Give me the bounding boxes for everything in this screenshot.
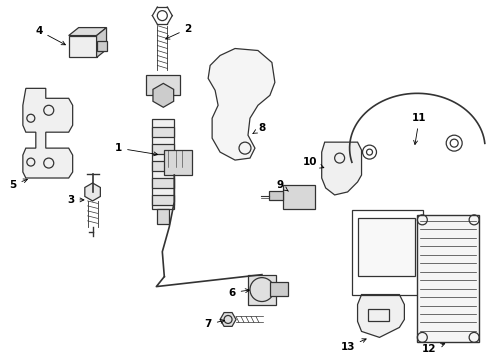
- Polygon shape: [23, 88, 73, 178]
- Text: 7: 7: [204, 319, 224, 329]
- Bar: [164, 150, 192, 175]
- Bar: [157, 209, 169, 224]
- Polygon shape: [153, 84, 173, 107]
- Polygon shape: [68, 28, 106, 36]
- Text: 13: 13: [340, 339, 366, 352]
- Bar: [68, 36, 96, 58]
- Bar: [357, 218, 414, 276]
- Text: 5: 5: [9, 179, 27, 190]
- Bar: [152, 119, 174, 209]
- Bar: [152, 127, 174, 137]
- Text: 11: 11: [411, 113, 426, 144]
- Bar: [247, 275, 275, 305]
- Bar: [96, 41, 106, 50]
- Circle shape: [419, 234, 427, 242]
- Bar: [152, 178, 174, 188]
- Polygon shape: [357, 294, 404, 337]
- Text: 1: 1: [115, 143, 157, 156]
- Bar: [269, 282, 287, 296]
- Text: 8: 8: [252, 123, 265, 134]
- Polygon shape: [321, 142, 361, 195]
- Bar: [416, 215, 478, 342]
- Circle shape: [419, 278, 427, 285]
- Polygon shape: [84, 183, 100, 201]
- Bar: [351, 210, 423, 294]
- Text: 9: 9: [276, 180, 288, 191]
- Text: 6: 6: [228, 288, 249, 298]
- Bar: [367, 310, 388, 321]
- Bar: [152, 195, 174, 205]
- Text: 4: 4: [35, 26, 65, 45]
- Bar: [146, 75, 180, 95]
- Polygon shape: [220, 312, 236, 327]
- Bar: [152, 144, 174, 154]
- Text: 12: 12: [421, 343, 444, 354]
- Polygon shape: [208, 49, 274, 160]
- Bar: [282, 185, 314, 209]
- Bar: [268, 191, 282, 200]
- Circle shape: [419, 264, 427, 272]
- Circle shape: [419, 221, 427, 229]
- Circle shape: [419, 248, 427, 256]
- Text: 10: 10: [302, 157, 323, 168]
- Bar: [152, 161, 174, 171]
- Text: 2: 2: [165, 24, 191, 39]
- Text: 3: 3: [67, 195, 84, 205]
- Polygon shape: [96, 28, 106, 58]
